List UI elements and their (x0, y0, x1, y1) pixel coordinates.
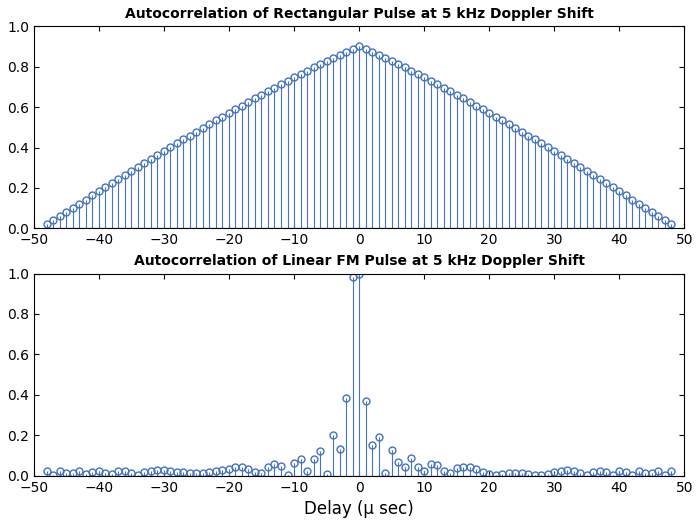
X-axis label: Delay (μ sec): Delay (μ sec) (304, 500, 414, 518)
Title: Autocorrelation of Rectangular Pulse at 5 kHz Doppler Shift: Autocorrelation of Rectangular Pulse at … (125, 7, 594, 21)
Title: Autocorrelation of Linear FM Pulse at 5 kHz Doppler Shift: Autocorrelation of Linear FM Pulse at 5 … (134, 254, 584, 268)
